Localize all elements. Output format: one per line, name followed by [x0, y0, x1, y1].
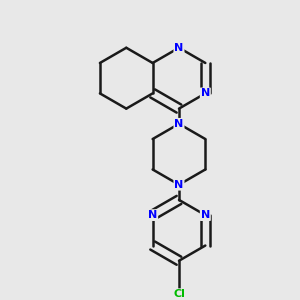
Text: Cl: Cl [173, 289, 185, 299]
Text: N: N [148, 210, 157, 220]
Text: N: N [201, 210, 210, 220]
Text: N: N [174, 180, 184, 190]
Text: N: N [174, 119, 184, 129]
Text: N: N [174, 43, 184, 53]
Text: N: N [201, 88, 210, 98]
